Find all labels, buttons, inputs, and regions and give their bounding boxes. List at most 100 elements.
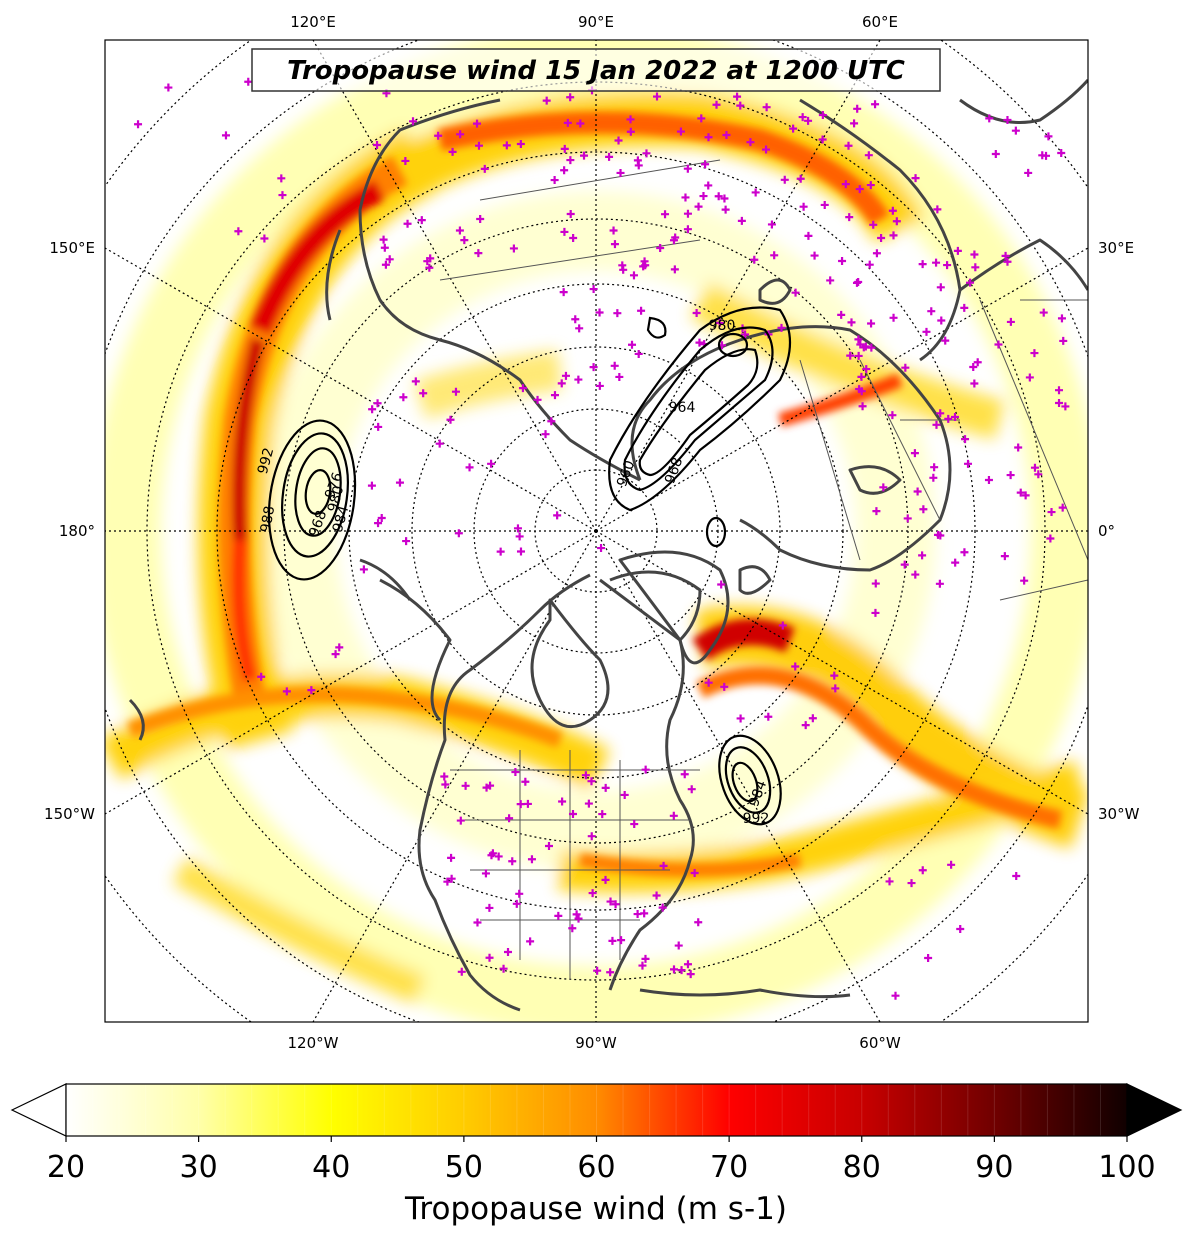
station-marker — [961, 435, 970, 444]
station-marker — [605, 152, 614, 161]
station-marker — [901, 363, 910, 372]
station-marker — [695, 338, 704, 347]
station-marker — [560, 144, 569, 153]
station-marker — [943, 261, 952, 270]
station-marker — [542, 96, 551, 105]
station-marker — [563, 118, 572, 127]
station-marker — [871, 100, 880, 109]
lon-label-bottom-0: 120°W — [288, 1034, 339, 1052]
station-marker — [810, 251, 819, 260]
station-marker — [1030, 463, 1039, 472]
station-marker — [818, 111, 827, 120]
station-marker — [697, 114, 706, 123]
station-marker — [574, 914, 583, 923]
station-marker — [970, 379, 979, 388]
station-marker — [892, 217, 901, 226]
station-marker — [1006, 317, 1015, 326]
station-marker — [619, 265, 628, 274]
station-marker — [889, 231, 898, 240]
station-marker — [669, 965, 678, 974]
station-marker — [401, 156, 410, 165]
station-marker — [576, 119, 585, 128]
lon-label-right-2: 30°W — [1098, 805, 1140, 823]
station-marker — [694, 202, 703, 211]
station-marker — [680, 770, 689, 779]
contour-label: 964 — [669, 400, 696, 416]
lon-label-top-2: 60°E — [862, 13, 898, 31]
station-marker — [846, 351, 855, 360]
station-marker — [889, 313, 898, 322]
contour-label: 988 — [258, 505, 278, 534]
station-marker — [1044, 132, 1053, 141]
station-marker — [720, 194, 729, 203]
station-marker — [1014, 443, 1023, 452]
station-marker — [455, 226, 464, 235]
station-marker — [1003, 257, 1012, 266]
colorbar-tick-label: 40 — [312, 1150, 350, 1185]
station-marker — [513, 524, 522, 533]
station-marker — [589, 363, 598, 372]
station-marker — [505, 814, 514, 823]
station-marker — [620, 790, 629, 799]
station-marker — [991, 149, 1000, 158]
station-marker — [845, 213, 854, 222]
station-marker — [541, 430, 550, 439]
station-marker — [221, 131, 230, 140]
station-marker — [419, 389, 428, 398]
station-marker — [1024, 168, 1033, 177]
station-marker — [1055, 386, 1064, 395]
lon-label-left-1: 180° — [59, 522, 95, 540]
contour-label: 992 — [255, 446, 277, 476]
station-marker — [1012, 872, 1021, 881]
station-marker — [918, 866, 927, 875]
station-marker — [1055, 399, 1064, 408]
station-marker — [1039, 308, 1048, 317]
station-marker — [359, 565, 368, 574]
station-marker — [850, 119, 859, 128]
station-marker — [402, 537, 411, 546]
colorbar: 20 30 40 50 60 70 80 90 100 Tropopause wind (m s… — [10, 1083, 1183, 1227]
station-marker — [544, 841, 553, 850]
station-marker — [617, 936, 626, 945]
map-title: Tropopause wind 15 Jan 2022 at 1200 UTC — [287, 56, 905, 86]
station-marker — [956, 924, 965, 933]
station-marker — [791, 288, 800, 297]
station-marker — [423, 257, 432, 266]
station-marker — [572, 910, 581, 919]
station-marker — [704, 678, 713, 687]
station-marker — [871, 608, 880, 617]
station-marker — [656, 243, 665, 252]
station-marker — [865, 260, 874, 269]
station-marker — [854, 351, 863, 360]
station-marker — [550, 391, 559, 400]
longitude-labels: 120°E 90°E 60°E 120°W 90°W 60°W 150°E 18… — [44, 13, 1140, 1052]
station-marker — [616, 168, 625, 177]
station-marker — [611, 900, 620, 909]
station-marker — [918, 551, 927, 560]
station-marker — [379, 235, 388, 244]
station-marker — [589, 285, 598, 294]
station-marker — [480, 164, 489, 173]
station-marker — [837, 310, 846, 319]
contour-label: 980 — [325, 484, 347, 514]
station-marker — [511, 768, 520, 777]
station-marker — [852, 278, 861, 287]
station-marker — [704, 181, 713, 190]
station-marker — [1006, 471, 1015, 480]
station-marker — [417, 216, 426, 225]
station-marker — [1057, 314, 1066, 323]
station-marker — [674, 941, 683, 950]
station-marker — [872, 507, 881, 516]
station-marker — [653, 92, 662, 101]
station-marker — [911, 570, 920, 579]
station-marker — [699, 192, 708, 201]
station-marker — [869, 220, 878, 229]
station-marker — [936, 531, 945, 540]
station-marker — [936, 409, 945, 418]
station-marker — [804, 116, 813, 125]
station-marker — [476, 214, 485, 223]
station-marker — [690, 869, 699, 878]
station-marker — [641, 765, 650, 774]
station-marker — [879, 483, 888, 492]
